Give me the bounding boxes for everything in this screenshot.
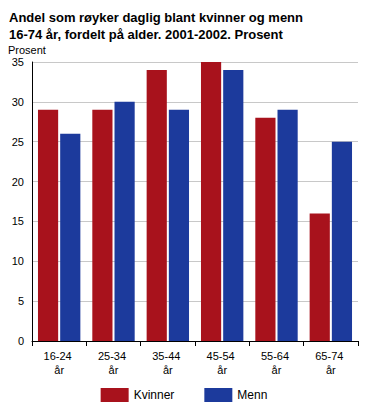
svg-text:år: år bbox=[54, 364, 64, 376]
svg-text:16-74 år, fordelt på alder. 20: 16-74 år, fordelt på alder. 2001-2002. P… bbox=[9, 27, 284, 42]
svg-text:Prosent: Prosent bbox=[8, 44, 46, 56]
svg-text:10: 10 bbox=[12, 255, 24, 267]
svg-text:Menn: Menn bbox=[237, 388, 267, 402]
svg-text:65-74: 65-74 bbox=[315, 350, 346, 362]
svg-text:15: 15 bbox=[12, 215, 24, 227]
svg-text:55-64: 55-64 bbox=[261, 350, 292, 362]
svg-text:Andel som røyker daglig blant: Andel som røyker daglig blant kvinner og… bbox=[9, 10, 307, 25]
svg-text:år: år bbox=[272, 364, 282, 376]
svg-text:45-54: 45-54 bbox=[207, 350, 238, 362]
svg-text:35-44: 35-44 bbox=[152, 350, 183, 362]
svg-text:25-34: 25-34 bbox=[98, 350, 129, 362]
svg-text:år: år bbox=[326, 364, 336, 376]
svg-text:år: år bbox=[163, 364, 173, 376]
svg-text:år: år bbox=[109, 364, 119, 376]
svg-text:35: 35 bbox=[12, 56, 24, 68]
svg-text:år: år bbox=[217, 364, 227, 376]
svg-text:Kvinner: Kvinner bbox=[134, 388, 175, 402]
svg-text:5: 5 bbox=[18, 295, 24, 307]
svg-text:25: 25 bbox=[12, 136, 24, 148]
svg-text:0: 0 bbox=[18, 335, 24, 347]
svg-text:30: 30 bbox=[12, 96, 24, 108]
svg-text:20: 20 bbox=[12, 176, 24, 188]
svg-text:16-24: 16-24 bbox=[44, 350, 75, 362]
